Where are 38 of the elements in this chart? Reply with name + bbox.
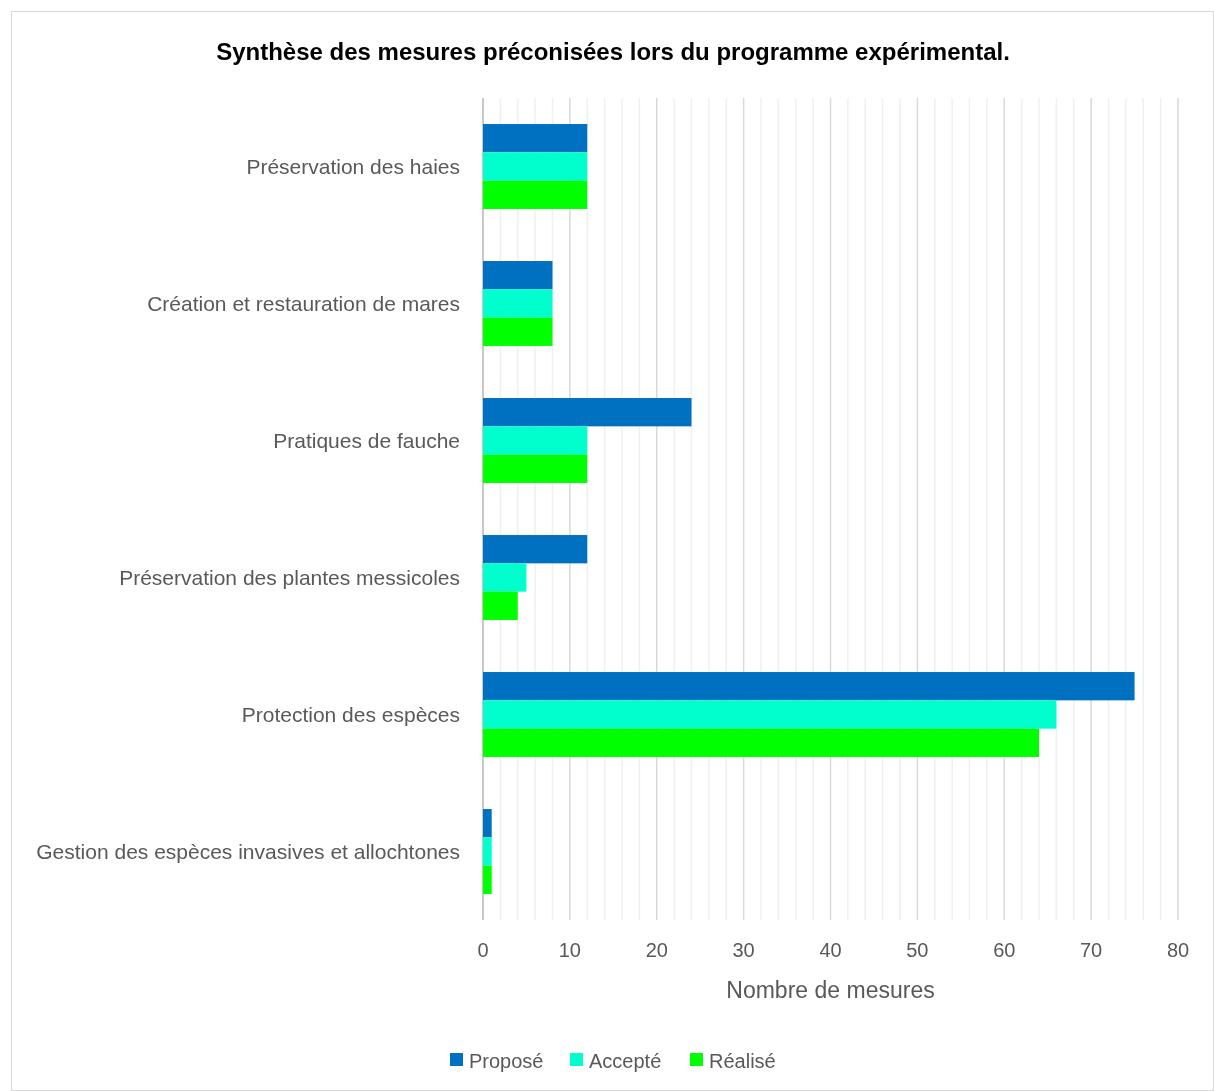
bar xyxy=(483,700,1057,729)
bar xyxy=(483,535,588,564)
bar xyxy=(483,591,518,620)
legend-label: Proposé xyxy=(469,1050,544,1072)
x-tick-label: 50 xyxy=(906,939,929,961)
x-tick-label: 10 xyxy=(558,939,581,961)
bar xyxy=(483,672,1135,701)
x-axis-title: Nombre de mesures xyxy=(726,977,935,1003)
x-tick-label: 20 xyxy=(645,939,668,961)
y-tick-label: Préservation des haies xyxy=(246,154,460,178)
bar xyxy=(483,563,527,592)
legend-label: Réalisé xyxy=(709,1050,776,1072)
y-tick-label: Protection des espèces xyxy=(241,702,460,726)
bar xyxy=(483,837,492,866)
chart-title: Synthèse des mesures préconisées lors du programme expérimental. xyxy=(216,38,1010,65)
bar xyxy=(483,289,553,318)
bar xyxy=(483,454,588,483)
bar xyxy=(483,865,492,894)
bar xyxy=(483,180,588,209)
x-tick-label: 30 xyxy=(732,939,755,961)
bar xyxy=(483,728,1039,757)
x-tick-label: 70 xyxy=(1080,939,1103,961)
bar xyxy=(483,809,492,838)
y-tick-label: Pratiques de fauche xyxy=(273,428,460,452)
y-tick-label: Préservation des plantes messicoles xyxy=(119,565,460,589)
bar xyxy=(483,398,692,427)
x-tick-label: 40 xyxy=(819,939,842,961)
bar xyxy=(483,152,588,181)
bar xyxy=(483,317,553,346)
y-tick-label: Gestion des espèces invasives et allochtones xyxy=(36,839,460,863)
legend-label: Accepté xyxy=(589,1050,662,1072)
x-tick-label: 60 xyxy=(993,939,1016,961)
x-tick-label: 80 xyxy=(1166,939,1190,961)
x-tick-label: 0 xyxy=(477,939,489,961)
bar xyxy=(483,124,588,153)
bar xyxy=(483,426,588,455)
y-tick-label: Création et restauration de mares xyxy=(147,291,460,315)
bar xyxy=(483,261,553,290)
